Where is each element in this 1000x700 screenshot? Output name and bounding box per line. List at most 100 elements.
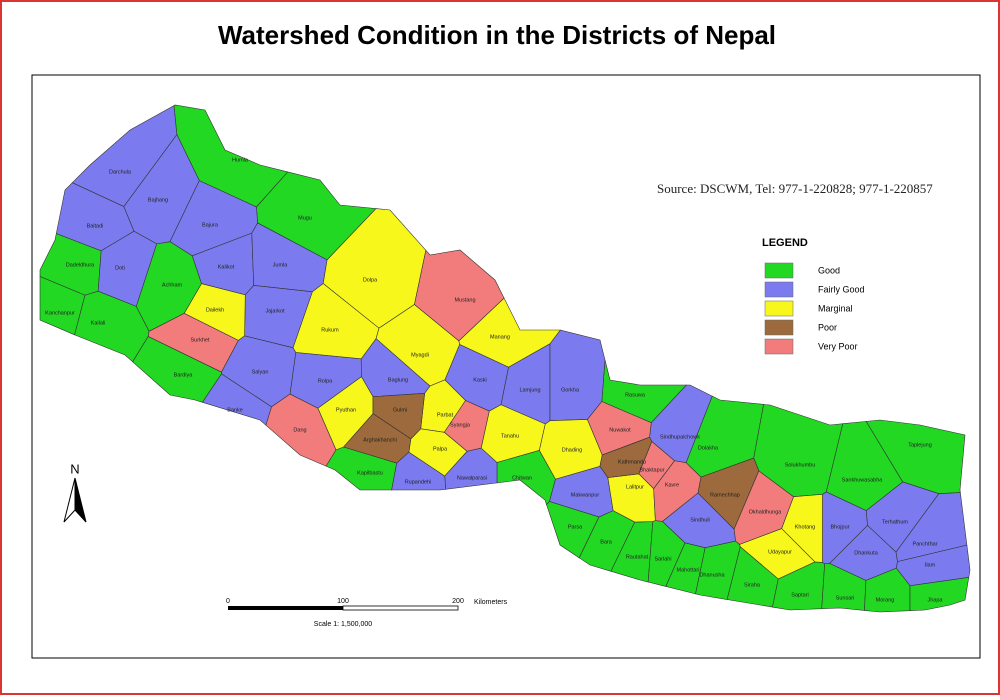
district-label: Mahottari [677,567,700,573]
district [292,283,380,360]
legend-swatch [764,319,794,336]
district-label: Rolpa [318,378,333,384]
districts [39,104,971,613]
district-label: Sunsari [836,595,855,601]
district-label: Bajura [202,222,219,228]
district-label: Bajhang [148,197,168,203]
district-label: Dang [293,427,306,433]
district [587,401,652,456]
district-label: Achham [162,282,183,288]
legend-swatch [764,300,794,317]
district [895,544,971,587]
district-label: Panchthar [912,541,937,547]
district-label: Surkhet [191,337,210,343]
district-label: Ramechhap [710,492,740,498]
scale-tick: 200 [452,598,464,605]
legend-title: LEGEND [762,237,808,249]
district-label: Dolpa [363,277,378,283]
map-frame [31,74,981,659]
district-label: Gorkha [561,387,580,393]
district [549,329,606,422]
title: Watershed Condition in the Districts of … [218,20,776,50]
scale-bar: 0 100 200 Kilometers Scale 1: 1,500,000 [226,598,508,628]
district-label: Dadeldhura [66,262,95,268]
district-label: Rupandehi [405,479,432,485]
district-label: Parsa [568,524,583,530]
district-label: Lalitpur [626,484,644,490]
district-label: Kavre [665,482,679,488]
district-label: Jajarkot [265,308,285,314]
district-label: Mugu [298,215,312,221]
district-label: Okhaldhunga [749,509,783,515]
district-label: Kathmandu [618,459,646,465]
district-label: Darchula [109,169,132,175]
north-label: N [70,461,79,476]
district-label: Kaski [473,377,486,383]
scale-segment [228,606,343,610]
legend-label: Good [818,265,840,275]
district [733,470,794,545]
district-label: Saptari [791,592,808,598]
legend: Good Fairly Good Marginal Poor Very Poor [764,262,865,355]
district-label: Pyuthan [336,407,356,413]
district-label: Lamjung [519,387,540,393]
legend-swatch [764,281,794,298]
district-label: Kalikot [218,264,235,270]
district-label: Rasuwa [625,392,646,398]
district-label: Salyan [252,369,269,375]
district-label: Tanahu [501,433,519,439]
district-label: Banke [227,407,243,413]
scale-tick: 100 [337,598,349,605]
district-label: Bara [600,539,613,545]
district-label: Sindhupalchowk [660,434,700,440]
legend-label: Fairly Good [818,284,865,294]
district-label: Bardiya [174,372,194,378]
north-arrow: N [63,461,87,523]
legend-swatch [764,262,794,279]
district-label: Kapilbastu [357,470,383,476]
district-label: Syangja [450,422,471,428]
district-label: Khotang [795,524,816,530]
district [147,313,239,373]
district [265,393,337,467]
district-label: Nawalparasi [457,475,487,481]
district-label: Kanchanpur [45,310,75,316]
scale-tick: 0 [226,598,230,605]
district [443,400,490,452]
district [539,419,603,480]
district-label: Humla [232,157,249,163]
district-label: Baitadi [87,223,104,229]
district [895,492,968,563]
district-label: Dhading [562,447,583,453]
district-label: Kailali [91,320,106,326]
district-label: Makwanpur [571,492,600,498]
district-label: Sankhuwasabha [842,477,884,483]
district-label: Myagdi [411,352,429,358]
district-label: Bhojpur [831,524,850,530]
district-label: Bhaktapur [639,467,664,473]
district-label: Dhanusha [699,572,725,578]
district-label: Sarlahi [654,556,671,562]
district-label: Manang [490,334,510,340]
district-label: Chitwan [512,475,532,481]
district [97,230,158,307]
district [343,413,412,464]
district-label: Rautahat [626,554,649,560]
district-label: Sindhuli [690,517,710,523]
district-label: Palpa [433,446,448,452]
district-label: Jumla [273,262,289,268]
district-label: Parbat [437,412,454,418]
district-label: Solukhumbu [785,462,816,468]
district-label: Rukum [321,327,339,333]
district-label: Mustang [454,297,475,303]
district-label: Taplejung [908,442,932,448]
legend-label: Very Poor [818,341,858,351]
district-label: Terhathum [882,519,908,525]
legend-label: Poor [818,322,837,332]
scale-unit: Kilometers [474,599,508,606]
district [414,249,505,342]
district-label: Udayapur [768,549,792,555]
district-label: Doti [115,265,125,271]
